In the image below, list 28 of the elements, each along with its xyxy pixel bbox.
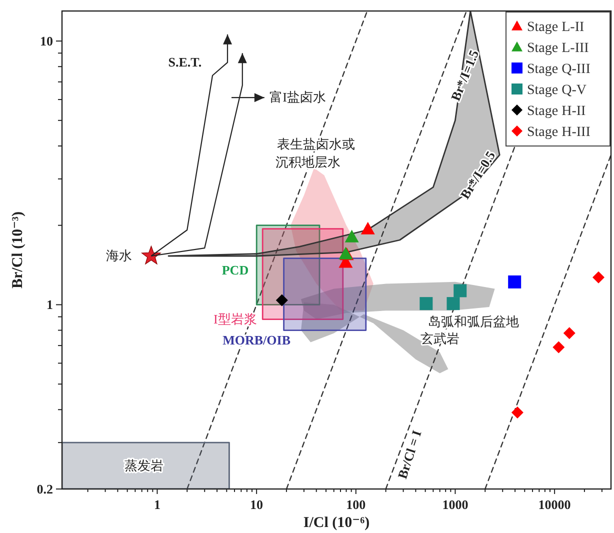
y-tick-label: 10 — [40, 34, 53, 49]
annotation: MORB/OIB — [222, 332, 290, 348]
y-tick-label: 1 — [46, 297, 53, 312]
legend-label: Stage L-III — [527, 41, 590, 56]
x-axis-title: I/Cl (10⁻⁶) — [303, 515, 370, 531]
annotation: Br/Cl = I — [394, 428, 424, 481]
x-tick-label: 1 — [154, 497, 160, 512]
legend-label: Stage L-II — [527, 20, 584, 35]
legend-label: Stage Q-V — [527, 83, 586, 98]
annotation: 表生盐卤水或 — [276, 136, 355, 152]
x-tick-label: 100 — [346, 497, 366, 512]
x-tick-label: 1000 — [442, 497, 468, 512]
legend-label: Stage Q-III — [527, 62, 591, 77]
annotation: 岛弧和弧后盆地 — [428, 314, 519, 329]
x-tick-label: 10000 — [538, 497, 571, 512]
y-tick-label: 0.2 — [36, 482, 53, 496]
legend-label: Stage H-III — [527, 125, 591, 140]
annotation: 玄武岩 — [420, 331, 460, 346]
annotation: 沉积地层水 — [276, 154, 341, 170]
annotation: 蒸发岩 — [124, 458, 164, 473]
annotation: S.E.T. — [168, 54, 202, 70]
annotation: 海水 — [106, 248, 132, 263]
y-axis-title: Br/Cl (10⁻³) — [10, 212, 26, 288]
x-tick-label: 10 — [250, 497, 264, 512]
annotation: PCD — [222, 262, 249, 278]
annotation: 富I盐卤水 — [270, 90, 326, 105]
annotation: I型岩浆 — [214, 311, 257, 326]
legend-label: Stage H-II — [527, 104, 586, 119]
